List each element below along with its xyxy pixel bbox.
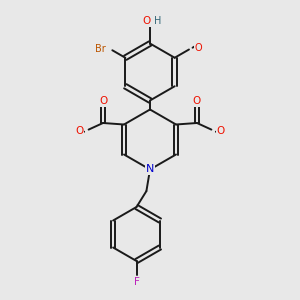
Text: O: O: [194, 43, 202, 53]
Text: O: O: [193, 96, 201, 106]
Text: O: O: [217, 126, 225, 136]
Text: F: F: [134, 277, 140, 287]
Text: O: O: [99, 96, 107, 106]
Text: O: O: [75, 126, 83, 136]
Text: Br: Br: [95, 44, 106, 54]
Text: O: O: [142, 16, 150, 26]
Text: N: N: [146, 164, 154, 175]
Text: H: H: [154, 16, 161, 26]
